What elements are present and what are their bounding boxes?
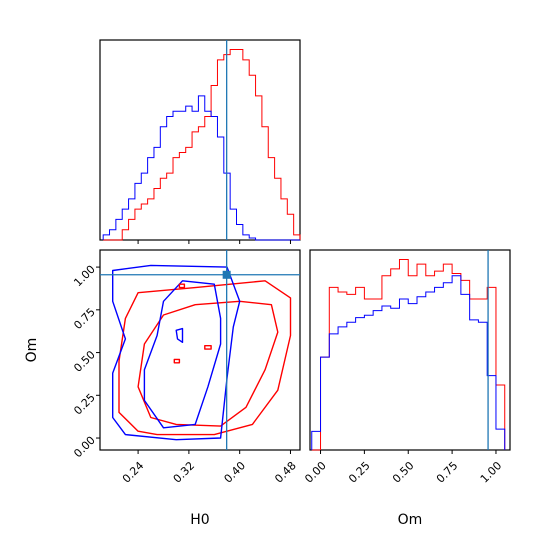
x-tick-label: 0.48	[272, 459, 299, 486]
x-tick-label: 0.00	[302, 459, 329, 486]
y-tick-label: 0.75	[71, 305, 98, 332]
h0-histogram-ticks	[137, 240, 291, 244]
h0-om-contour-frame	[99, 249, 301, 451]
x-tick-label: 0.24	[120, 459, 147, 486]
histogram-series-blue	[311, 275, 506, 450]
histogram-series-blue	[102, 95, 300, 241]
x-tick-label: 0.25	[346, 459, 373, 486]
contour-red	[173, 358, 181, 364]
y-tick-label: 0.25	[71, 391, 98, 418]
h0-histogram-frame	[99, 39, 301, 241]
ylabel-om: Om	[24, 338, 40, 363]
contour-blue	[111, 264, 241, 441]
y-tick-label: 1.00	[71, 263, 98, 290]
contour-blue	[175, 327, 184, 343]
contour-ticks: 0.24 0.32 0.40 0.48 0.00 0.25 0.50 0.75 1.00	[71, 263, 298, 486]
truth-marker	[222, 270, 231, 279]
x-tick-label: 1.00	[478, 459, 505, 486]
contour-red	[137, 300, 279, 427]
contour-red	[118, 280, 292, 436]
xlabel-h0: H0	[190, 512, 209, 528]
contour-blue	[143, 280, 222, 429]
contour-red	[204, 345, 212, 350]
om-histogram-series	[311, 250, 506, 451]
contour-red	[178, 283, 186, 289]
histogram-series-red	[311, 259, 506, 451]
x-tick-label: 0.40	[222, 459, 249, 486]
contour-group	[100, 250, 300, 450]
h0-histogram-series	[102, 40, 301, 241]
contour-lines	[100, 250, 300, 450]
om-histogram-frame	[309, 249, 511, 451]
x-tick-label: 0.32	[171, 459, 198, 486]
x-tick-label: 0.75	[434, 459, 461, 486]
y-tick-label: 0.00	[71, 434, 98, 461]
h0-om-contour-panel: 0.24 0.32 0.40 0.480.000.250.500.751.00 H0 …	[24, 249, 301, 528]
om-histogram-ticks: 0.00 0.25 0.50 0.75 1.00	[302, 450, 504, 486]
histogram-series-red	[103, 49, 301, 241]
x-tick-label: 0.50	[390, 459, 417, 486]
h0-histogram-panel	[99, 39, 301, 244]
y-tick-label: 0.50	[71, 348, 98, 375]
xlabel-om: Om	[398, 512, 423, 528]
om-histogram-panel: 0.00 0.25 0.50 0.75 1.00 Om	[302, 249, 511, 528]
